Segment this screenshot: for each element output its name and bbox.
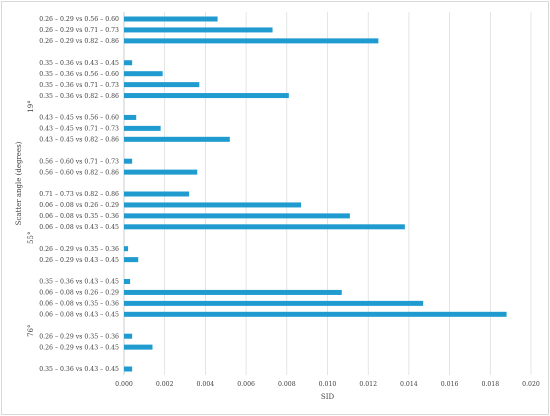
category-label: 0.71 – 0.73 vs 0.82 – 0.86 bbox=[39, 191, 119, 198]
bar bbox=[124, 27, 273, 33]
bar bbox=[124, 169, 198, 175]
bar bbox=[124, 38, 379, 44]
bar bbox=[124, 136, 230, 142]
category-label: 0.06 – 0.08 vs 0.26 – 0.29 bbox=[39, 290, 119, 297]
category-label: 0.35 – 0.36 vs 0.43 – 0.45 bbox=[39, 60, 119, 67]
category-label: 0.35 – 0.36 vs 0.71 – 0.73 bbox=[39, 82, 119, 89]
bar bbox=[124, 202, 302, 208]
bar bbox=[124, 125, 161, 131]
bar bbox=[124, 82, 200, 88]
bar bbox=[124, 191, 190, 197]
category-label: 0.26 – 0.29 vs 0.35 – 0.36 bbox=[39, 246, 119, 253]
category-labels: 0.26 – 0.29 vs 0.56 – 0.60 0.26 – 0.29 vs… bbox=[39, 16, 119, 373]
category-label: 0.06 – 0.08 vs 0.43 – 0.45 bbox=[39, 312, 119, 319]
x-axis-title: SID bbox=[321, 393, 335, 401]
category-label: 0.26 – 0.29 vs 0.43 – 0.45 bbox=[39, 344, 119, 351]
category-label: 0.43 – 0.45 vs 0.56 – 0.60 bbox=[39, 115, 119, 122]
bar bbox=[124, 60, 133, 66]
category-label: 0.35 – 0.36 vs 0.56 – 0.60 bbox=[39, 71, 119, 78]
category-label: 0.06 – 0.08 vs 0.26 – 0.29 bbox=[39, 202, 119, 209]
category-label: 0.06 – 0.08 vs 0.35 – 0.36 bbox=[39, 213, 119, 220]
x-tick-label: 0.018 bbox=[481, 381, 499, 388]
bar bbox=[124, 257, 139, 263]
bar bbox=[124, 311, 507, 317]
category-label: 0.26 – 0.29 vs 0.43 – 0.45 bbox=[39, 257, 119, 264]
x-tick-labels: 0.000 0.002 0.004 0.006 0.008 0.010 0.012 0.014… bbox=[115, 381, 540, 388]
bar bbox=[124, 333, 133, 339]
bar bbox=[124, 224, 405, 230]
group-labels: 19° 55° 76° bbox=[27, 100, 35, 337]
category-label: 0.26 – 0.29 vs 0.71 – 0.73 bbox=[39, 27, 119, 34]
category-label: 0.26 – 0.29 vs 0.35 – 0.36 bbox=[39, 333, 119, 340]
group-label: 19° bbox=[27, 100, 35, 112]
bars bbox=[124, 16, 507, 372]
category-label: 0.35 – 0.36 vs 0.43 – 0.45 bbox=[39, 279, 119, 286]
bar bbox=[124, 93, 289, 99]
x-tick-label: 0.016 bbox=[441, 381, 459, 388]
x-tick-label: 0.014 bbox=[400, 381, 418, 388]
x-tick-label: 0.010 bbox=[319, 381, 337, 388]
x-tick-label: 0.004 bbox=[197, 381, 215, 388]
x-tick-label: 0.002 bbox=[156, 381, 174, 388]
bar bbox=[124, 366, 133, 372]
category-label: 0.56 – 0.60 vs 0.82 – 0.86 bbox=[39, 169, 119, 176]
x-tick-label: 0.012 bbox=[359, 381, 377, 388]
category-label: 0.35 – 0.36 vs 0.43 – 0.45 bbox=[39, 366, 119, 373]
bar bbox=[124, 279, 131, 284]
category-label: 0.43 – 0.45 vs 0.82 – 0.86 bbox=[39, 137, 119, 144]
category-label: 0.26 – 0.29 vs 0.82 – 0.86 bbox=[39, 38, 119, 45]
group-label: 55° bbox=[27, 232, 35, 244]
bar bbox=[124, 114, 137, 120]
category-label: 0.06 – 0.08 vs 0.35 – 0.36 bbox=[39, 301, 119, 308]
bar bbox=[124, 300, 424, 306]
bar bbox=[124, 344, 153, 350]
x-tick-label: 0.020 bbox=[522, 381, 540, 388]
x-tick-label: 0.000 bbox=[115, 381, 133, 388]
category-label: 0.35 – 0.36 vs 0.82 – 0.86 bbox=[39, 93, 119, 100]
bar bbox=[124, 158, 133, 164]
x-tick-label: 0.006 bbox=[237, 381, 255, 388]
category-label: 0.26 – 0.29 vs 0.56 – 0.60 bbox=[39, 16, 119, 23]
bar bbox=[124, 246, 129, 252]
category-label: 0.06 – 0.08 vs 0.43 – 0.45 bbox=[39, 224, 119, 231]
bar bbox=[124, 213, 350, 219]
bar bbox=[124, 289, 342, 295]
bar bbox=[124, 16, 218, 22]
y-axis-title: Scatter angle (degrees) bbox=[15, 141, 23, 225]
group-label: 76° bbox=[27, 325, 35, 337]
category-label: 0.43 – 0.45 vs 0.71 – 0.73 bbox=[39, 126, 119, 133]
category-label: 0.56 – 0.60 vs 0.71 – 0.73 bbox=[39, 158, 119, 165]
bar bbox=[124, 71, 163, 77]
x-tick-label: 0.008 bbox=[278, 381, 296, 388]
